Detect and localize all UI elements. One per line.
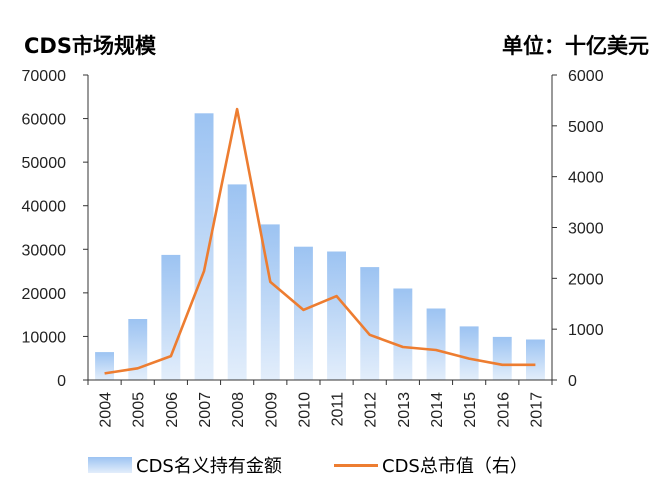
bar-2005 bbox=[128, 319, 148, 380]
bar-2008 bbox=[227, 184, 247, 380]
chart-title: CDS市场规模 bbox=[24, 34, 156, 58]
legend-bar-swatch bbox=[88, 457, 132, 473]
bar-2013 bbox=[393, 288, 413, 380]
bar-2007 bbox=[194, 113, 214, 381]
bar-2012 bbox=[360, 267, 380, 380]
x-tick-label: 2012 bbox=[363, 392, 380, 428]
market-value-line bbox=[104, 107, 536, 375]
left-tick-label: 50000 bbox=[22, 155, 67, 172]
axes bbox=[83, 74, 557, 385]
left-axis-ticks: 0 10000 20000 30000 40000 50000 60000 70000 bbox=[22, 68, 67, 390]
left-tick-label: 60000 bbox=[22, 112, 67, 129]
x-tick-label: 2013 bbox=[396, 392, 413, 428]
unit-label: 单位：十亿美元 bbox=[502, 34, 649, 58]
x-axis-ticks: 2004 2005 2006 2007 2008 2009 2010 2011 2012 2013… bbox=[98, 392, 546, 428]
x-tick-label: 2015 bbox=[462, 392, 479, 428]
legend-item-line: CDS总市值（右） bbox=[334, 452, 528, 478]
x-tick-label: 2009 bbox=[263, 392, 280, 428]
bar-2017 bbox=[526, 339, 545, 380]
x-tick-label: 2010 bbox=[296, 392, 313, 428]
legend-item-bar: CDS名义持有金额 bbox=[88, 452, 282, 478]
bar-2015 bbox=[459, 326, 479, 380]
left-tick-label: 10000 bbox=[22, 329, 67, 346]
legend-bar-label: CDS名义持有金额 bbox=[136, 456, 282, 477]
right-tick-label: 1000 bbox=[568, 322, 604, 339]
bar-series bbox=[95, 113, 545, 381]
chart-canvas: 0 10000 20000 30000 40000 50000 60000 70000 0 10… bbox=[22, 68, 604, 428]
right-tick-label: 0 bbox=[568, 373, 577, 390]
x-tick-label: 2014 bbox=[429, 392, 446, 428]
right-tick-label: 2000 bbox=[568, 271, 604, 288]
x-tick-label: 2016 bbox=[495, 392, 512, 428]
x-tick-label: 2011 bbox=[330, 392, 347, 427]
bar-2014 bbox=[426, 308, 446, 380]
x-tick-label: 2004 bbox=[98, 392, 115, 428]
left-tick-label: 30000 bbox=[22, 242, 67, 259]
left-tick-label: 40000 bbox=[22, 199, 67, 216]
right-tick-label: 4000 bbox=[568, 170, 604, 187]
legend-line-label: CDS总市值（右） bbox=[382, 456, 528, 477]
right-axis-ticks: 0 1000 2000 3000 4000 5000 6000 bbox=[568, 68, 604, 390]
x-tick-label: 2005 bbox=[131, 392, 148, 428]
bar-2011 bbox=[327, 251, 346, 380]
legend: CDS名义持有金额 CDS总市值（右） bbox=[0, 452, 669, 486]
left-tick-label: 0 bbox=[57, 373, 66, 390]
line-series bbox=[104, 107, 536, 375]
bar-2006 bbox=[161, 254, 181, 380]
legend-line-swatch bbox=[334, 463, 378, 467]
x-tick-label: 2017 bbox=[528, 392, 545, 428]
left-tick-label: 70000 bbox=[22, 68, 67, 85]
x-tick-label: 2007 bbox=[197, 392, 214, 428]
x-tick-label: 2008 bbox=[230, 392, 247, 428]
right-tick-label: 3000 bbox=[568, 221, 604, 238]
x-tick-label: 2006 bbox=[164, 392, 181, 428]
bar-2010 bbox=[294, 246, 313, 380]
right-tick-label: 5000 bbox=[568, 119, 604, 136]
bar-2004 bbox=[95, 352, 114, 380]
left-tick-label: 20000 bbox=[22, 286, 67, 303]
bar-2016 bbox=[492, 336, 512, 380]
right-tick-label: 6000 bbox=[568, 68, 604, 85]
